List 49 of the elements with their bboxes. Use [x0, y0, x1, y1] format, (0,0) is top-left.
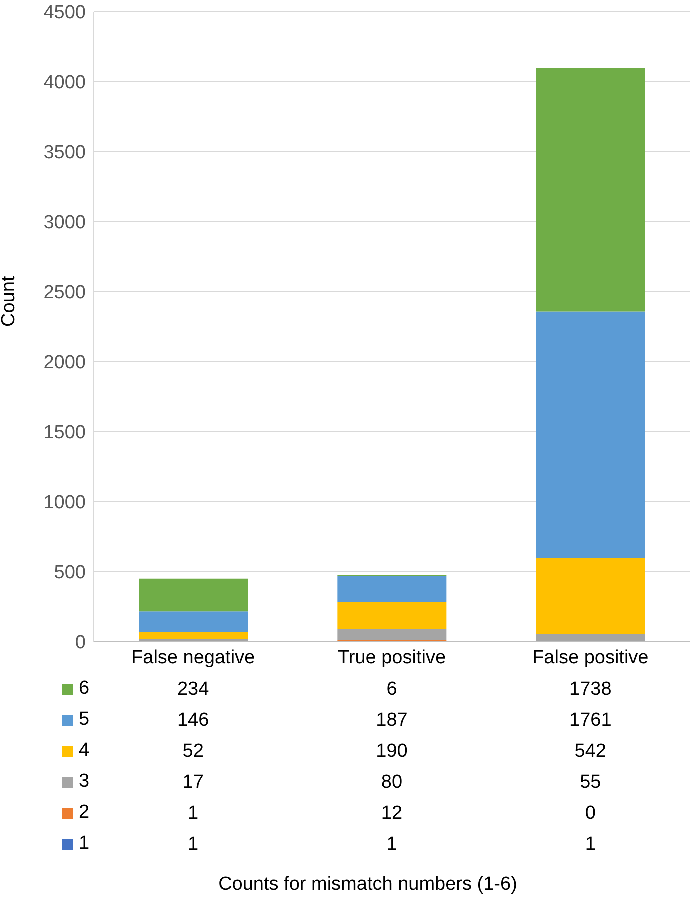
- y-tick-label: 0: [75, 632, 86, 654]
- legend-label: 2: [79, 802, 90, 824]
- data-label: 1: [584, 832, 597, 856]
- y-axis-title: Count: [0, 276, 20, 327]
- bar: [536, 312, 646, 558]
- y-tick-label: 1500: [44, 422, 86, 444]
- bar: [139, 612, 248, 632]
- legend-label: 4: [79, 740, 90, 762]
- data-label: 187: [375, 708, 409, 732]
- data-label: 146: [176, 708, 210, 732]
- bar: [139, 632, 248, 640]
- data-label: 234: [176, 678, 210, 702]
- y-tick-label: 2500: [44, 282, 86, 304]
- data-label: 17: [182, 770, 205, 794]
- data-label: 542: [574, 740, 608, 764]
- y-tick-label: 2000: [44, 352, 86, 374]
- data-label: 1738: [568, 678, 613, 702]
- data-label: 0: [584, 802, 597, 826]
- bar: [139, 578, 248, 612]
- bar: [536, 558, 646, 634]
- data-label: 190: [375, 740, 409, 764]
- bar: [338, 602, 447, 629]
- bar: [536, 68, 646, 312]
- data-label: 1761: [568, 708, 613, 732]
- y-tick-label: 3000: [44, 212, 86, 234]
- text: Counts for mismatch numbers (1-6): [218, 874, 518, 896]
- data-label: 1: [187, 832, 200, 856]
- data-label: 80: [380, 770, 404, 794]
- legend-label: 1: [79, 833, 90, 856]
- x-tick-label: True positive: [338, 647, 446, 668]
- y-tick-label: 4000: [44, 72, 86, 94]
- data-label: 6: [386, 678, 398, 702]
- data-label: 1: [386, 832, 398, 856]
- bar: [536, 634, 646, 642]
- y-tick-label: 4500: [44, 2, 86, 24]
- x-tick-label: False positive: [532, 647, 649, 668]
- data-label: 55: [579, 770, 602, 794]
- data-label: 12: [380, 802, 404, 826]
- y-tick-label: 500: [54, 562, 86, 584]
- legend-label: 6: [79, 678, 90, 700]
- bar: [338, 576, 447, 602]
- legend-label: 5: [79, 709, 90, 732]
- data-label: 1: [187, 802, 200, 826]
- y-tick-label: 3500: [44, 142, 86, 164]
- y-tick-label: 1000: [44, 492, 86, 514]
- data-label: 52: [182, 740, 205, 764]
- x-tick-label: False negative: [132, 647, 256, 668]
- legend-label: 3: [79, 771, 90, 794]
- bar: [338, 628, 447, 640]
